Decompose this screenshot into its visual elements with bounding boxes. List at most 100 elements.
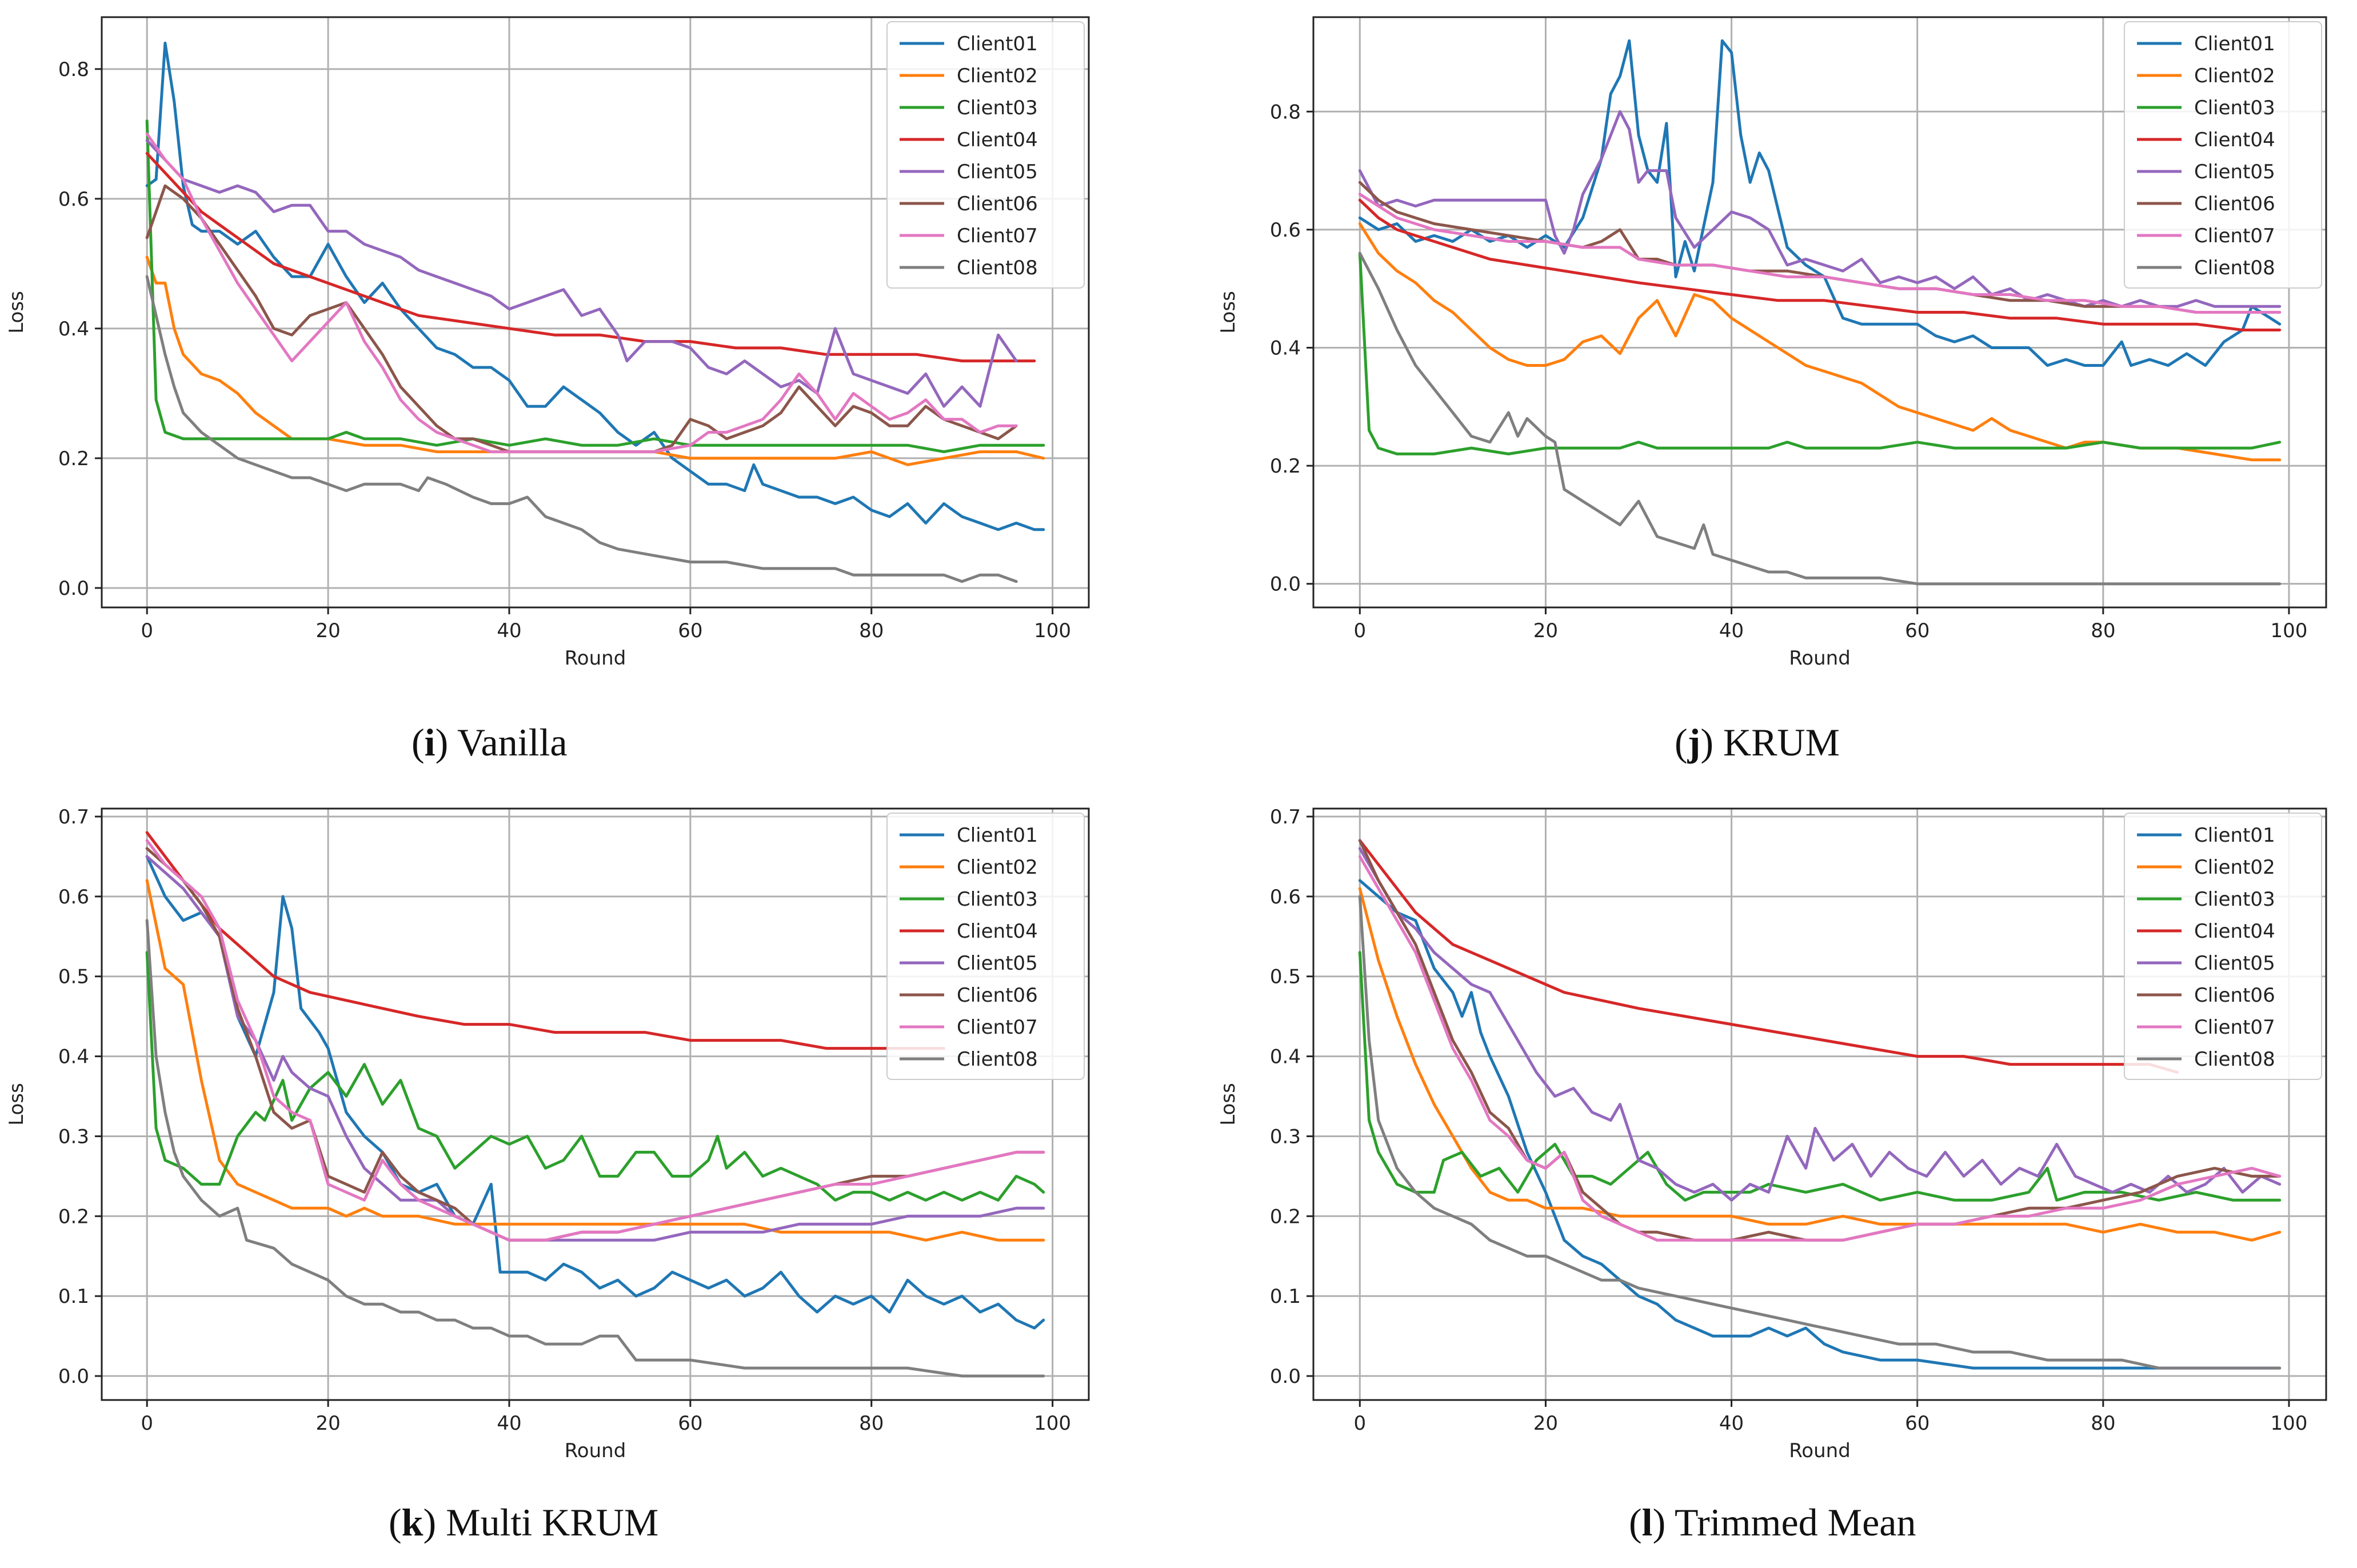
- x-tick-label: 60: [1905, 1412, 1929, 1435]
- series-line-client01: [145, 41, 1045, 531]
- y-tick-label: 0.1: [1270, 1285, 1301, 1308]
- x-tick-label: 100: [1034, 1412, 1071, 1435]
- series-line-client04: [145, 151, 1036, 363]
- y-tick-label: 0.4: [58, 1046, 89, 1069]
- series-line-client01: [1358, 39, 2282, 367]
- series-line-client02: [145, 255, 1045, 466]
- legend-label: Client03: [2194, 97, 2275, 119]
- y-tick-label: 0.5: [1270, 966, 1301, 989]
- y-tick-label: 0.4: [1270, 337, 1301, 359]
- y-axis-label: Loss: [5, 291, 28, 334]
- caption-letter: k: [401, 1501, 424, 1544]
- panel-vanilla: 0 20 40 60 80 100 0.0 0.2 0.4 0.6 0.8 Round Loss Clie…: [0, 0, 1132, 777]
- chart-multi-krum: 0 20 40 60 80 100 0.0 0.1 0.2 0.3 0.4 0.5 0.6 0.7 Roun…: [5, 806, 1090, 1462]
- panel-krum: 0 20 40 60 80 100 0.0 0.2 0.4 0.6 0.8 Round Loss Clie…: [1212, 0, 2355, 777]
- legend-label: Client06: [2194, 984, 2275, 1007]
- legend-label: Client01: [957, 824, 1038, 847]
- y-tick-label: 0.5: [58, 966, 89, 989]
- legend: Client01 Client02 Client03 Client04 Client05…: [886, 813, 1085, 1080]
- series-line-client07: [145, 839, 1045, 1242]
- series-line-client03: [1358, 951, 2282, 1202]
- legend-label: Client06: [2194, 193, 2275, 215]
- x-tick-label: 40: [497, 619, 521, 642]
- y-tick-label: 0.3: [58, 1125, 89, 1148]
- legend-label: Client04: [957, 129, 1038, 151]
- y-axis-label: Loss: [1217, 1083, 1240, 1126]
- chart-vanilla: 0 20 40 60 80 100 0.0 0.2 0.4 0.6 0.8 Round Loss Clie…: [5, 16, 1090, 670]
- caption-letter: l: [1641, 1501, 1653, 1544]
- series-group: [145, 831, 1045, 1378]
- legend-label: Client08: [2194, 257, 2275, 279]
- legend-label: Client07: [957, 225, 1038, 247]
- series-line-client06: [145, 184, 1018, 454]
- legend: Client01 Client02 Client03 Client04 Client05…: [2124, 21, 2322, 289]
- x-axis-label: Round: [565, 1439, 626, 1462]
- caption-krum: (j) KRUM: [1675, 721, 1840, 764]
- axes-frame: [101, 16, 1090, 609]
- y-tick-label: 0.0: [58, 1365, 89, 1388]
- series-line-client03: [145, 119, 1045, 454]
- y-axis-label: Loss: [5, 1083, 28, 1126]
- caption-letter: j: [1687, 721, 1701, 764]
- y-tick-label: 0.4: [58, 318, 89, 341]
- legend-label: Client04: [2194, 129, 2275, 151]
- x-tick-label: 20: [1533, 1412, 1558, 1435]
- x-tick-label: 40: [1719, 1412, 1744, 1435]
- series-group: [1358, 39, 2282, 586]
- series-line-client05: [1358, 847, 2282, 1202]
- y-tick-label: 0.8: [1270, 101, 1301, 123]
- panel-multi-krum: 0 20 40 60 80 100 0.0 0.1 0.2 0.3 0.4 0.5 0.6 0.7 Roun…: [0, 783, 1132, 1566]
- x-axis-label: Round: [1789, 1439, 1851, 1462]
- series-group: [1358, 839, 2282, 1370]
- chart-krum: 0 20 40 60 80 100 0.0 0.2 0.4 0.6 0.8 Round Loss Clie…: [1217, 16, 2327, 670]
- axes-frame: [1312, 16, 2327, 609]
- panel-trimmed-mean: 0 20 40 60 80 100 0.0 0.1 0.2 0.3 0.4 0.5 0.6 0.7 Roun…: [1212, 783, 2355, 1566]
- series-line-client02: [1358, 222, 2282, 462]
- series-line-client07: [1358, 855, 2282, 1242]
- series-line-client06: [1358, 839, 2282, 1242]
- legend-label: Client01: [2194, 824, 2275, 847]
- caption-text: KRUM: [1723, 721, 1840, 764]
- axes-frame: [1312, 807, 2327, 1401]
- axes-frame: [101, 807, 1090, 1401]
- legend-label: Client03: [2194, 888, 2275, 911]
- legend-label: Client05: [2194, 952, 2275, 975]
- y-tick-label: 0.6: [58, 188, 89, 211]
- ticks: 0 20 40 60 80 100 0.0 0.2 0.4 0.6 0.8: [1270, 101, 2308, 642]
- series-line-client07: [145, 132, 1018, 454]
- ticks: 0 20 40 60 80 100 0.0 0.2 0.4 0.6 0.8: [58, 58, 1071, 642]
- legend-label: Client08: [957, 1048, 1038, 1071]
- x-tick-label: 60: [678, 619, 702, 642]
- legend-label: Client02: [957, 856, 1038, 879]
- y-tick-label: 0.1: [58, 1285, 89, 1308]
- y-tick-label: 0.2: [1270, 455, 1301, 478]
- legend-label: Client02: [2194, 65, 2275, 87]
- legend-label: Client04: [957, 920, 1038, 943]
- y-tick-label: 0.2: [1270, 1205, 1301, 1228]
- legend-box: [2124, 21, 2322, 289]
- y-tick-label: 0.8: [58, 58, 89, 81]
- legend-label: Client05: [957, 161, 1038, 183]
- x-tick-label: 20: [315, 1412, 340, 1435]
- y-axis-label: Loss: [1217, 291, 1240, 334]
- series-line-client08: [145, 919, 1045, 1378]
- series-line-client03: [1358, 251, 2282, 455]
- caption-vanilla: (i) Vanilla: [412, 721, 568, 764]
- caption-text: Multi KRUM: [446, 1501, 659, 1544]
- legend-label: Client07: [2194, 1016, 2275, 1039]
- x-tick-label: 20: [1533, 619, 1558, 642]
- series-line-client07: [1358, 193, 2282, 314]
- y-tick-label: 0.0: [1270, 573, 1301, 596]
- series-line-client05: [145, 139, 1018, 408]
- x-tick-label: 20: [315, 619, 340, 642]
- x-axis-label: Round: [1789, 647, 1851, 670]
- x-tick-label: 80: [2091, 619, 2115, 642]
- y-tick-label: 0.3: [1270, 1125, 1301, 1148]
- legend-label: Client05: [957, 952, 1038, 975]
- y-tick-label: 0.0: [58, 577, 89, 600]
- x-tick-label: 60: [1905, 619, 1929, 642]
- y-tick-label: 0.6: [58, 886, 89, 909]
- legend-box: [886, 21, 1085, 289]
- legend-label: Client01: [2194, 33, 2275, 55]
- x-tick-label: 100: [2271, 1412, 2308, 1435]
